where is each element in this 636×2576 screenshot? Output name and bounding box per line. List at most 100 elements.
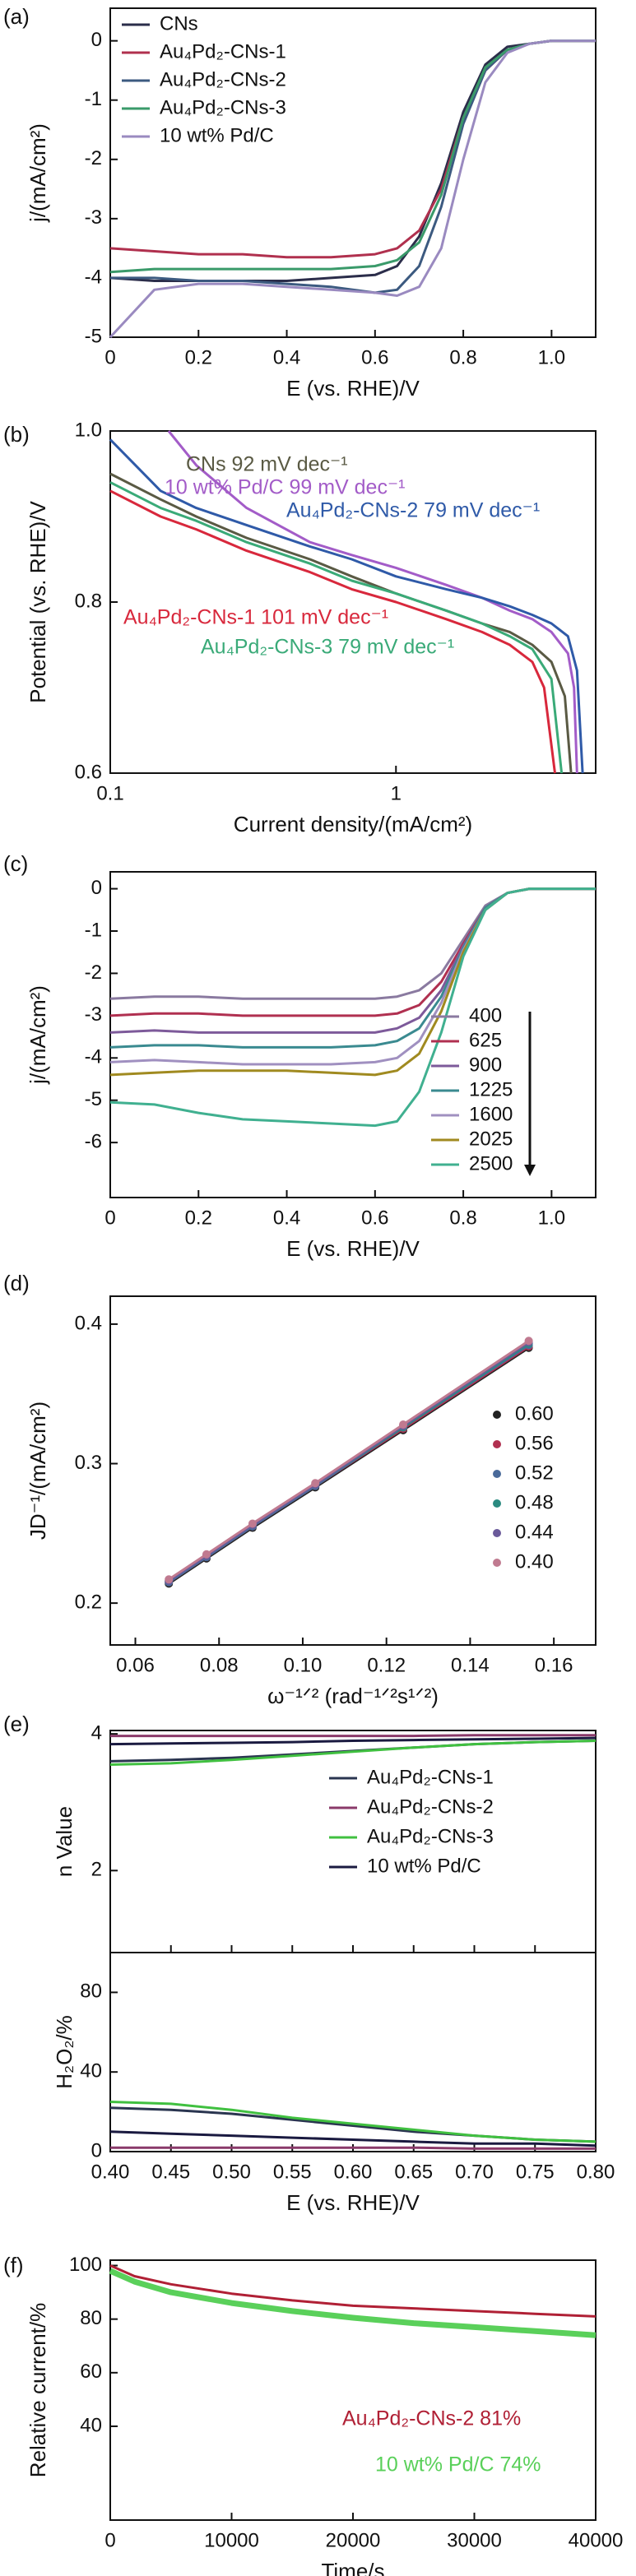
series-line bbox=[109, 2268, 597, 2338]
legend-label: 0.48 bbox=[515, 1491, 554, 1513]
legend-marker bbox=[493, 1440, 501, 1448]
x-tick-label: 0.50 bbox=[212, 2161, 251, 2183]
x-tick-label: 0.8 bbox=[449, 346, 476, 368]
x-tick-label: 0 bbox=[104, 2529, 115, 2551]
series-line bbox=[110, 2146, 596, 2150]
x-tick-label: 0.6 bbox=[361, 1207, 388, 1229]
x-tick-label: 0.70 bbox=[455, 2161, 494, 2183]
legend-label: Au₄Pd₂-CNs-2 bbox=[160, 68, 286, 90]
y-tick-label: 0 bbox=[91, 29, 102, 51]
panel-label: (d) bbox=[3, 1271, 30, 1295]
panel-label: (a) bbox=[3, 4, 30, 29]
legend-label: 900 bbox=[469, 1054, 502, 1076]
y-tick-label: 60 bbox=[80, 2361, 102, 2383]
legend-label: 10 wt% Pd/C bbox=[160, 124, 274, 146]
point bbox=[399, 1420, 408, 1429]
series-line bbox=[109, 489, 556, 774]
series-line bbox=[109, 887, 596, 1034]
x-tick-label: 0.1 bbox=[96, 782, 123, 804]
series-line bbox=[109, 2130, 597, 2147]
y-tick-label: 40 bbox=[80, 2060, 102, 2083]
series-label: Au₄Pd₂-CNs-3 79 mV dec⁻¹ bbox=[201, 636, 454, 659]
series-line bbox=[110, 1734, 596, 1738]
x-tick-label: 40000 bbox=[569, 2529, 624, 2551]
series-line bbox=[168, 1340, 530, 1581]
y-tick-label: -2 bbox=[85, 961, 102, 984]
x-axis-label: E (vs. RHE)/V bbox=[286, 2190, 420, 2215]
y-axis-label: j/(mA/cm²) bbox=[26, 123, 50, 223]
legend-label: 0.52 bbox=[515, 1462, 554, 1484]
plot-frame bbox=[109, 871, 597, 1198]
legend-label: 1600 bbox=[469, 1103, 513, 1125]
x-tick-label: 0 bbox=[104, 1207, 115, 1229]
series-line bbox=[109, 2101, 597, 2143]
x-axis-label: ω⁻¹ᐟ² (rad⁻¹ᐟ²s¹ᐟ²) bbox=[267, 1684, 439, 1708]
y-tick-label: -1 bbox=[85, 919, 102, 941]
legend-label: 0.40 bbox=[515, 1550, 554, 1573]
y-axis-label: j/(mA/cm²) bbox=[26, 985, 50, 1085]
x-tick-label: 0.16 bbox=[535, 1654, 573, 1676]
panel-label: (e) bbox=[3, 1712, 30, 1736]
legend-marker bbox=[493, 1529, 501, 1537]
legend-label: 0.56 bbox=[515, 1432, 554, 1454]
series-line bbox=[109, 1736, 597, 1746]
y-tick-label: -5 bbox=[85, 1088, 102, 1110]
plot-frame bbox=[109, 1952, 597, 2152]
x-tick-label: 0.06 bbox=[116, 1654, 155, 1676]
series-line bbox=[109, 39, 596, 339]
y-tick-label: 40 bbox=[80, 2414, 102, 2436]
series-line bbox=[109, 438, 584, 774]
series-label: 10 wt% Pd/C 99 mV dec⁻¹ bbox=[165, 476, 405, 499]
x-tick-label: 0.40 bbox=[91, 2161, 130, 2183]
y-tick-label: -5 bbox=[85, 325, 102, 347]
y-tick-label: 1.0 bbox=[75, 419, 102, 441]
x-tick-label: 0.4 bbox=[273, 1207, 300, 1229]
point bbox=[165, 1575, 174, 1584]
x-axis-label: Current density/(mA/cm²) bbox=[234, 812, 472, 836]
series-line bbox=[109, 1740, 597, 1766]
y-tick-label: -6 bbox=[85, 1130, 102, 1152]
legend-label: CNs bbox=[160, 12, 198, 35]
y-axis-label: n Value bbox=[52, 1806, 77, 1877]
x-tick-label: 1.0 bbox=[538, 1207, 565, 1229]
legend-arrowhead bbox=[524, 1165, 536, 1176]
point bbox=[248, 1519, 257, 1528]
plot-frame bbox=[109, 7, 597, 338]
x-tick-label: 1.0 bbox=[538, 346, 565, 368]
y-tick-label: 0.8 bbox=[75, 590, 102, 612]
x-tick-label: 1 bbox=[391, 782, 402, 804]
x-tick-label: 30000 bbox=[447, 2529, 502, 2551]
x-tick-label: 0.65 bbox=[394, 2161, 433, 2183]
legend-label: 2500 bbox=[469, 1152, 513, 1174]
x-tick-label: 0.10 bbox=[284, 1654, 323, 1676]
x-tick-label: 0.75 bbox=[516, 2161, 555, 2183]
legend-marker bbox=[493, 1411, 501, 1419]
y-axis-label: H₂O₂/% bbox=[52, 2015, 77, 2089]
y-axis-label: Potential (vs. RHE)/V bbox=[26, 501, 50, 703]
point bbox=[524, 1337, 533, 1346]
legend-label: 625 bbox=[469, 1029, 502, 1051]
y-tick-label: 80 bbox=[80, 1981, 102, 2003]
plot-frame bbox=[109, 1295, 597, 1646]
y-tick-label: -3 bbox=[85, 206, 102, 229]
legend-marker bbox=[493, 1499, 501, 1508]
legend-label: Au₄Pd₂-CNs-3 bbox=[367, 1825, 494, 1847]
series-label: Au₄Pd₂-CNs-1 101 mV dec⁻¹ bbox=[123, 606, 388, 629]
x-axis-label: E (vs. RHE)/V bbox=[286, 376, 420, 401]
y-tick-label: -4 bbox=[85, 1046, 102, 1068]
y-tick-label: 2 bbox=[91, 1859, 102, 1881]
series-label: Au₄Pd₂-CNs-2 79 mV dec⁻¹ bbox=[286, 499, 540, 522]
y-tick-label: 0.4 bbox=[75, 1312, 102, 1334]
series-line bbox=[109, 481, 564, 774]
x-axis-label: Time/s bbox=[321, 2559, 384, 2576]
y-tick-label: -3 bbox=[85, 1003, 102, 1026]
x-tick-label: 0.12 bbox=[367, 1654, 406, 1676]
x-tick-label: 0.2 bbox=[185, 346, 212, 368]
plot-frame bbox=[109, 2259, 597, 2521]
y-tick-label: -4 bbox=[85, 266, 102, 288]
point bbox=[202, 1550, 211, 1559]
panel-label: (b) bbox=[3, 422, 30, 447]
series-line bbox=[109, 887, 596, 1049]
